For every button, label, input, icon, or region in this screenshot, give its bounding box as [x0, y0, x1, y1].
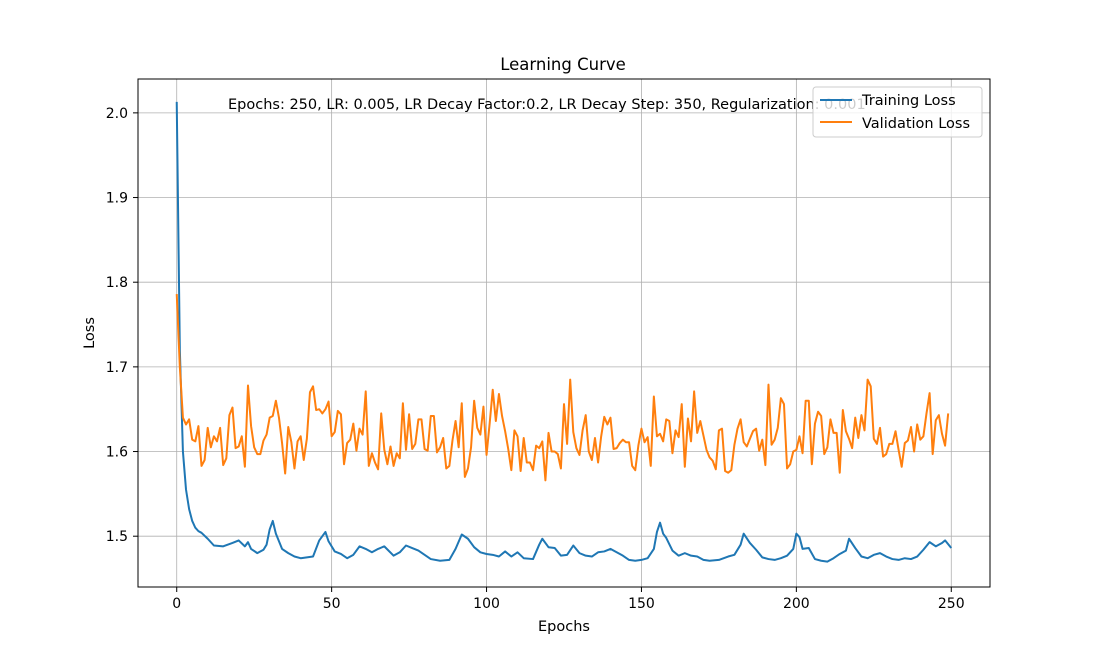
y-tick-label: 1.8 [106, 275, 128, 291]
grid [138, 79, 990, 587]
y-tick-label: 1.6 [106, 445, 128, 461]
axis-ticks: 0 50 100 150 200 250 1.5 1.6 1.7 1.8 1.9 2.0 [106, 106, 965, 612]
legend-box [812, 86, 983, 138]
series-line-validation-loss [175, 294, 950, 482]
chart-title: Learning Curve [500, 55, 626, 74]
x-tick-label: 150 [628, 596, 655, 612]
x-axis-label: Epochs [538, 619, 590, 635]
x-tick-label: 100 [473, 596, 500, 612]
y-axis-label: Loss [82, 317, 98, 349]
x-tick-label: 200 [783, 596, 810, 612]
y-tick-label: 1.9 [106, 191, 128, 207]
legend-label-validation-loss: Validation Loss [862, 116, 970, 132]
x-tick-label: 50 [323, 596, 341, 612]
x-tick-label: 0 [172, 596, 181, 612]
x-tick-label: 250 [938, 596, 965, 612]
y-tick-label: 1.5 [106, 529, 128, 545]
y-tick-label: 2.0 [106, 106, 128, 122]
series-line-training-loss [175, 101, 953, 563]
legend-label-training-loss: Training Loss [861, 93, 956, 109]
plot-area-frame [137, 78, 991, 588]
legend: Training Loss Validation Loss [812, 86, 983, 138]
series-lines [175, 101, 953, 563]
chart-annotation: Epochs: 250, LR: 0.005, LR Decay Factor:… [228, 97, 866, 113]
y-tick-label: 1.7 [106, 360, 128, 376]
